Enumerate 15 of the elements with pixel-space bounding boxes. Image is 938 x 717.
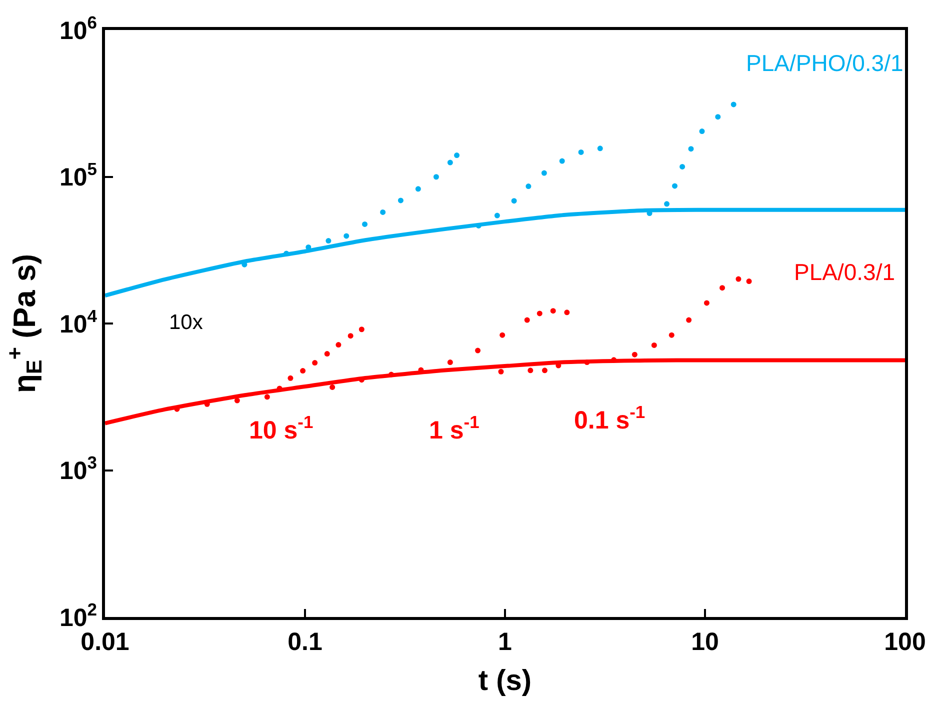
y-tick-label: 10$^{3}$ [59,452,98,485]
annotation: 1 s$^{-1}$ [429,412,480,444]
y-tick-label: 10$^{5}$ [59,159,98,192]
annotation: 10x [169,311,204,334]
y-tick-label: 10$^{6}$ [59,12,98,45]
y-tick-label: 10$^{4}$ [59,306,98,338]
x-axis-title: t (s) [478,664,532,697]
text: PLA/PHO/0.3/1 [746,50,904,76]
x-tick-label: 10 [691,628,719,656]
x-tick-label: 100 [884,628,926,656]
text: PLA/0.3/1 [794,259,896,285]
annotation: 0.1 s$^{-1}$ [574,402,646,434]
x-tick-label: 0.1 [288,628,322,656]
annotation: 10 s$^{-1}$ [249,412,314,444]
x-tick-label: 1 [498,628,512,656]
